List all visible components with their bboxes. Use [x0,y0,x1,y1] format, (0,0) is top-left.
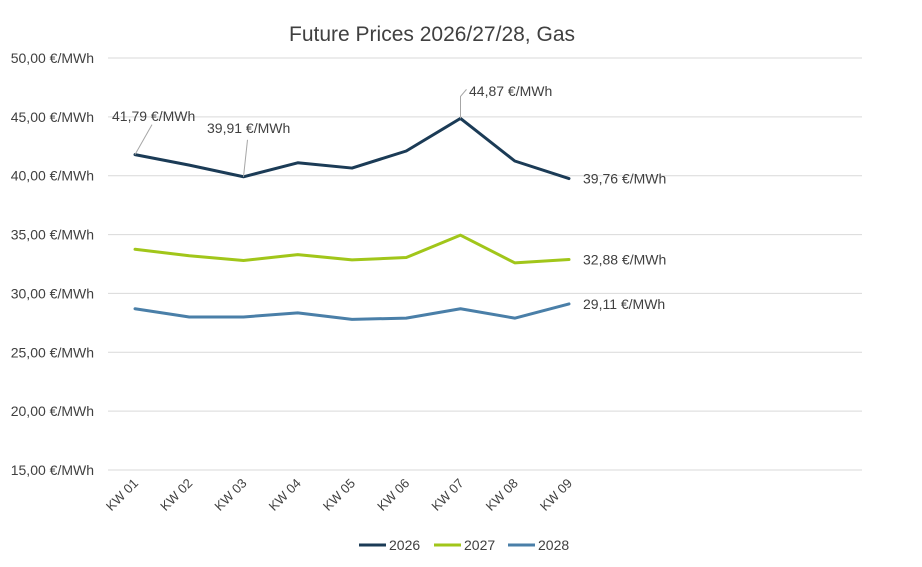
label-leader-line [243,139,248,177]
legend-label-2026: 2026 [389,537,420,553]
y-tick-label: 40,00 €/MWh [11,168,94,184]
y-axis-ticks: 15,00 €/MWh 20,00 €/MWh 25,00 €/MWh 30,00 €… [11,50,94,478]
x-axis-ticks: KW 01 KW 02 KW 03 KW 04 KW 05 KW 06 KW 07 KW 08… [103,476,575,514]
series-line-2027 [133,233,571,265]
label-leader-line [134,124,153,155]
series-line-2026 [133,116,571,181]
legend: 2026 2027 2028 [359,537,569,553]
y-tick-label: 15,00 €/MWh [11,462,94,478]
x-tick-label: KW 02 [157,476,195,514]
y-tick-label: 50,00 €/MWh [11,50,94,66]
series-line-2028 [133,302,571,321]
x-tick-label: KW 06 [374,476,412,514]
legend-label-2027: 2027 [464,537,495,553]
data-label: 41,79 €/MWh [112,108,195,124]
y-tick-label: 30,00 €/MWh [11,285,94,301]
chart-title: Future Prices 2026/27/28, Gas [289,23,575,46]
series-lines [133,116,571,321]
x-tick-label: KW 09 [537,476,575,514]
y-tick-label: 20,00 €/MWh [11,403,94,419]
x-tick-label: KW 05 [320,476,358,514]
legend-label-2028: 2028 [538,537,569,553]
x-tick-label: KW 04 [266,476,304,514]
y-tick-label: 45,00 €/MWh [11,109,94,125]
data-label: 29,11 €/MWh [583,296,665,312]
y-tick-label: 25,00 €/MWh [11,344,94,360]
data-label: 44,87 €/MWh [469,83,552,99]
x-tick-label: KW 08 [483,476,521,514]
data-label: 39,91 €/MWh [207,120,290,136]
label-leader-line [460,89,467,119]
x-tick-label: KW 03 [211,476,249,514]
data-label: 32,88 €/MWh [583,252,666,268]
y-tick-label: 35,00 €/MWh [11,227,94,243]
x-tick-label: KW 01 [103,476,141,514]
data-label: 39,76 €/MWh [583,171,666,187]
data-labels: 41,79 €/MWh 39,91 €/MWh 44,87 €/MWh 39,76 €… [112,83,666,312]
x-tick-label: KW 07 [428,476,466,514]
